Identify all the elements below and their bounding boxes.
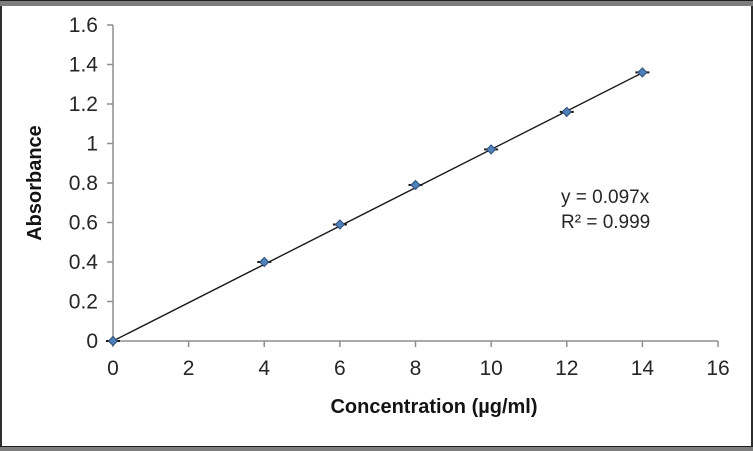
trendline-equation-label: y = 0.097x [561,187,650,208]
y-tick-label: 1.2 [69,93,98,116]
y-tick-label: 0.2 [69,291,98,314]
frame-top-border [0,0,753,6]
diamond-marker [334,219,346,230]
tick-label-layer: 0 0.2 0.4 0.6 0.8 1 1.2 1.4 1.6 0 2 4 6 8 10 12 14 16 [69,14,730,380]
diamond-marker [637,67,648,78]
x-tick-label: 0 [107,357,119,380]
x-axis-title: Concentration (µg/ml) [330,396,537,418]
y-tick-label: 0.4 [69,251,99,274]
y-tick-label: 1.4 [69,54,99,77]
frame-bottom-border [0,446,753,451]
data-point [559,106,574,118]
x-tick-label: 14 [631,357,655,380]
diamond-marker [561,106,572,118]
data-point [106,335,120,347]
frame-left-border [0,0,2,451]
r-squared-label: R² = 0.999 [561,212,650,233]
x-tick-label: 12 [555,357,578,380]
y-axis-title: Absorbance [24,125,46,241]
x-tick-label: 2 [183,357,195,380]
data-point [484,144,499,155]
data-point [635,67,650,78]
diamond-marker [410,179,421,191]
y-tick-label: 0 [86,330,98,353]
x-tick-label: 10 [479,357,502,380]
diamond-marker [107,335,119,347]
diamond-marker [485,144,497,155]
y-tick-label: 0.6 [69,212,98,235]
trendline [112,72,643,342]
data-point [408,179,423,191]
axes-layer [107,24,719,347]
frame-right-border [751,0,753,451]
y-tick-label: 1.6 [69,14,98,37]
x-tick-label: 6 [334,357,346,380]
x-tick-label: 16 [706,357,729,380]
x-tick-label: 8 [410,357,422,380]
y-tick-label: 0.8 [69,172,98,195]
data-point [257,256,272,268]
y-tick-label: 1 [86,133,98,156]
diamond-marker [259,256,270,268]
data-point [332,219,347,230]
data-series-layer [106,67,650,347]
x-tick-label: 4 [258,357,270,380]
